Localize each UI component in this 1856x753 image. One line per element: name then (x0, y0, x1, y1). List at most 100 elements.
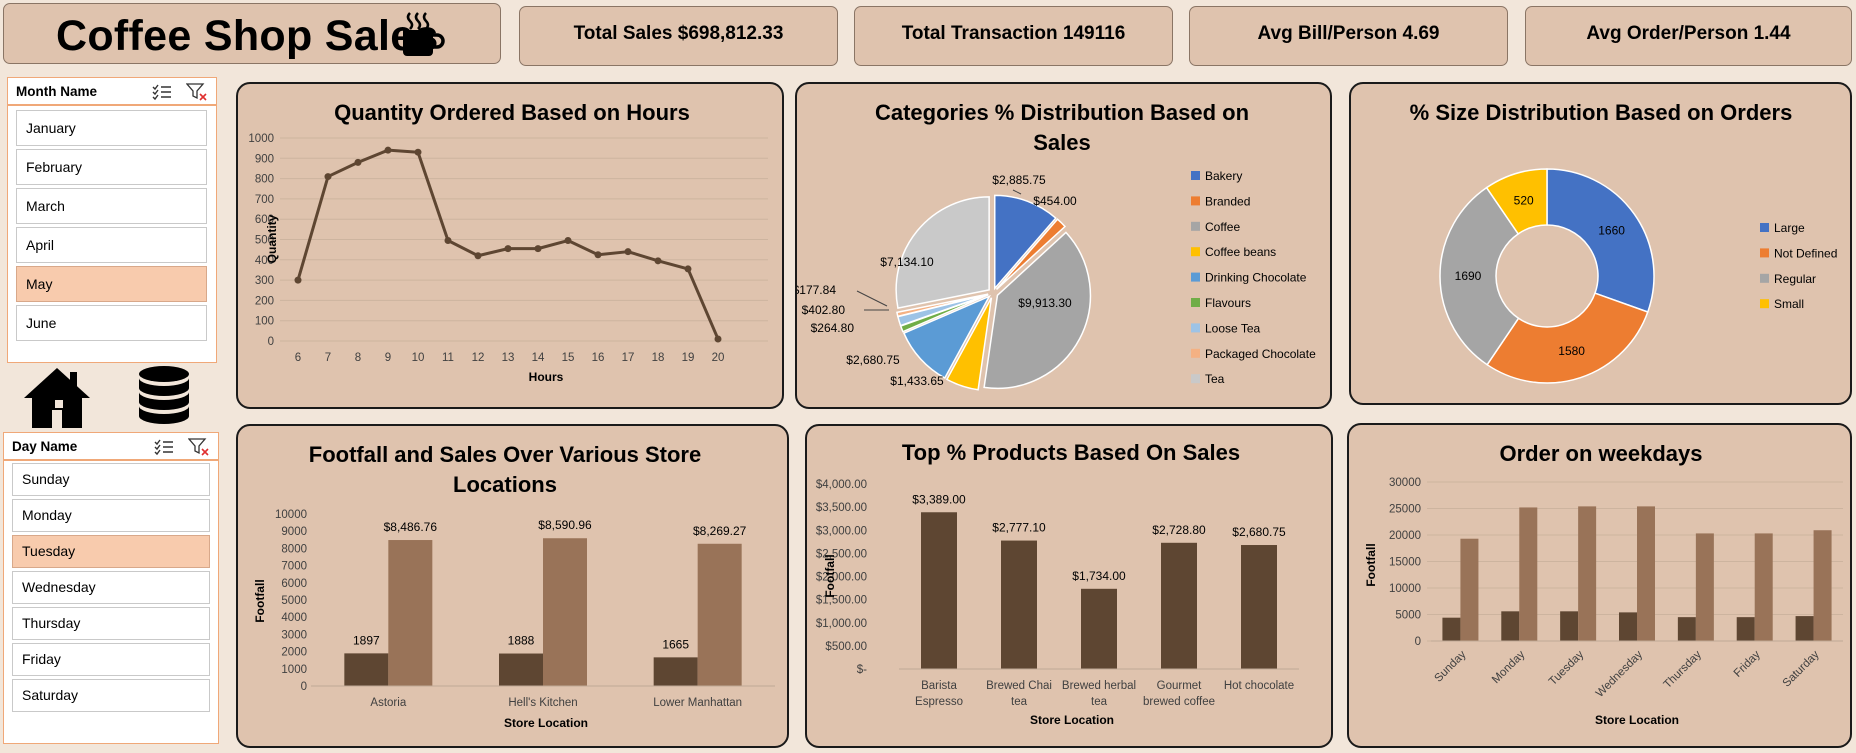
bar (1001, 540, 1037, 669)
x-tick-label: 18 (652, 352, 665, 364)
legend-label: Small (1774, 297, 1804, 311)
y-tick-label: 3000 (281, 629, 307, 641)
legend-swatch (1191, 171, 1200, 180)
y-tick-label: 5000 (281, 595, 307, 607)
day-item-sunday[interactable]: Sunday (12, 463, 210, 496)
month-item-february[interactable]: February (16, 149, 207, 185)
locations-bar-chart: Footfall and Sales Over Various Store Loc… (253, 442, 775, 730)
day-item-monday[interactable]: Monday (12, 499, 210, 532)
data-label: $402.80 (802, 303, 846, 317)
bar (543, 538, 587, 686)
legend-swatch (1191, 323, 1200, 333)
page-title: Coffee Shop Sales (56, 12, 439, 60)
y-tick-label: 10000 (1389, 583, 1421, 595)
data-label: $2,777.10 (992, 521, 1046, 535)
legend-swatch (1191, 196, 1200, 206)
multi-select-icon[interactable] (152, 83, 172, 101)
kpi-total-transaction: Total Transaction 149116 (854, 6, 1173, 66)
month-item-may[interactable]: May (16, 266, 207, 302)
month-item-march[interactable]: March (16, 188, 207, 224)
weekdays-chart-panel: Order on weekdays 0 5000 10000 15000 20000 250… (1347, 423, 1852, 748)
home-icon[interactable] (22, 364, 92, 430)
bar (1560, 611, 1579, 641)
data-label: $2,728.80 (1152, 523, 1206, 537)
pie-slice (995, 218, 1067, 290)
day-item-tuesday[interactable]: Tuesday (12, 535, 210, 568)
day-item-saturday[interactable]: Saturday (12, 679, 210, 712)
bar (1695, 533, 1714, 641)
x-tick-label: Espresso (915, 696, 963, 708)
categories-pie-chart: Categories % Distribution Based on Sales $… (797, 100, 1316, 391)
data-label: $3,389.00 (912, 492, 966, 506)
database-icon[interactable] (137, 364, 191, 430)
x-tick-label: Astoria (370, 697, 406, 709)
clear-filter-icon[interactable] (188, 437, 210, 457)
legend-swatch (1760, 273, 1769, 283)
y-tick-label: 400 (255, 255, 274, 267)
y-tick-label: 800 (255, 174, 274, 186)
data-point (474, 252, 482, 260)
legend-swatch (1760, 299, 1769, 309)
y-tick-label: $3,000.00 (816, 525, 867, 537)
y-tick-label: 500 (255, 235, 274, 247)
y-tick-label: 30000 (1389, 477, 1421, 489)
legend-swatch (1191, 348, 1200, 358)
bar (653, 657, 698, 686)
legend-swatch (1760, 223, 1769, 232)
data-label: 1665 (662, 637, 689, 651)
bar (1460, 538, 1479, 641)
y-tick-label: 25000 (1389, 504, 1421, 516)
day-slicer-title: Day Name (12, 439, 78, 454)
bar (1241, 545, 1277, 669)
clear-filter-icon[interactable] (186, 82, 208, 102)
chart-title: Top % Products Based On Sales (902, 440, 1240, 465)
dashboard-title-box: Coffee Shop Sales (3, 3, 501, 64)
y-axis-label: Footfall (253, 579, 267, 622)
bar (1161, 542, 1197, 669)
multi-select-icon[interactable] (154, 438, 174, 456)
bar (921, 512, 957, 669)
month-item-april[interactable]: April (16, 227, 207, 263)
chart-title: % Size Distribution Based on Orders (1410, 100, 1793, 125)
month-item-june[interactable]: June (16, 305, 207, 341)
y-tick-label: 700 (255, 194, 274, 206)
data-label: 1888 (508, 634, 535, 648)
kpi-avg-order-text: Avg Order/Person 1.44 (1586, 23, 1791, 44)
y-tick-label: $2,500.00 (816, 548, 867, 560)
day-item-friday[interactable]: Friday (12, 643, 210, 676)
data-label: $1,734.00 (1072, 569, 1126, 583)
y-tick-label: $1,500.00 (816, 595, 867, 607)
x-tick-label: 6 (295, 352, 301, 364)
bar (1519, 507, 1538, 641)
data-point (714, 335, 722, 343)
bar (1442, 617, 1461, 641)
y-tick-label: 0 (1415, 636, 1421, 648)
data-point (654, 257, 662, 265)
x-tick-label: 8 (355, 352, 361, 364)
y-tick-label: 6000 (281, 578, 307, 590)
bar (499, 653, 543, 686)
month-item-january[interactable]: January (16, 110, 207, 146)
y-tick-label: 600 (255, 214, 274, 226)
data-label: 1660 (1598, 223, 1625, 237)
month-slicer[interactable]: Month Name January February March April … (7, 77, 217, 363)
y-axis-label: Quantity (265, 214, 279, 263)
day-item-thursday[interactable]: Thursday (12, 607, 210, 640)
x-axis-label: Store Location (1595, 713, 1679, 727)
data-label: $8,486.76 (384, 520, 438, 534)
chart-title: Quantity Ordered Based on Hours (334, 100, 690, 125)
data-point (504, 245, 512, 253)
day-slicer[interactable]: Day Name Sunday Monday Tuesday Wednesday… (3, 432, 219, 744)
categories-chart-panel: Categories % Distribution Based on Sales $… (795, 82, 1332, 409)
chart-title: Sales (1033, 130, 1091, 155)
data-label: $264.80 (811, 321, 855, 335)
x-tick-label: Hot chocolate (1224, 680, 1294, 692)
legend-swatch (1191, 272, 1200, 282)
x-tick-label: 14 (532, 352, 545, 364)
y-tick-label: 15000 (1389, 557, 1421, 569)
day-item-wednesday[interactable]: Wednesday (12, 571, 210, 604)
legend-swatch (1191, 298, 1200, 307)
leader-line (1012, 189, 1022, 195)
x-tick-label: 20 (712, 352, 725, 364)
sizes-chart-panel: % Size Distribution Based on Orders 1660 1… (1349, 82, 1852, 405)
